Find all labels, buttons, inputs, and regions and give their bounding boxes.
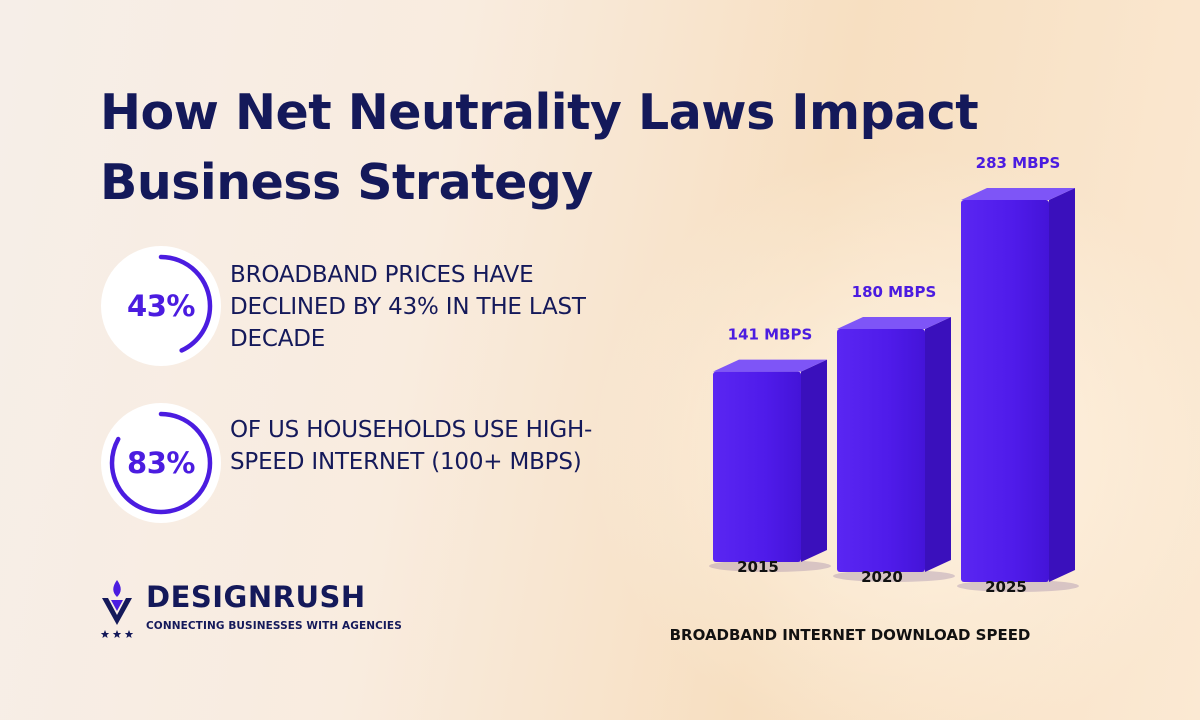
designrush-emblem-icon (100, 580, 134, 638)
bar-shadow (957, 580, 1079, 592)
bar-side (925, 317, 951, 572)
stat-description: OF US HOUSEHOLDS USE HIGH-SPEED INTERNET… (230, 417, 593, 475)
ring-disc (101, 246, 221, 366)
bar (713, 371, 801, 562)
bar-top (961, 188, 1075, 200)
stat-value: 43% (127, 289, 195, 323)
bar-shadow (833, 570, 955, 582)
bar-data-label: 180 MBPS (852, 283, 937, 301)
bar (837, 329, 925, 572)
stat-prices: 43% BROADBAND PRICES HAVE DECLINED BY 43… (100, 245, 620, 367)
bar (961, 200, 1049, 582)
bar-data-label: 283 MBPS (976, 154, 1061, 172)
x-axis-label: BROADBAND INTERNET DOWNLOAD SPEED (670, 626, 1031, 644)
brand-name: DESIGNRUSH (146, 580, 366, 614)
bar-side (1049, 188, 1075, 582)
stat-households: 83% OF US HOUSEHOLDS USE HIGH-SPEED INTE… (100, 402, 620, 524)
category-label: 2025 (985, 578, 1027, 596)
bar-shadow (709, 560, 831, 572)
designrush-logo: DESIGNRUSH CONNECTING BUSINESSES WITH AG… (100, 578, 430, 648)
bar-top (713, 359, 827, 372)
ring-disc (101, 403, 221, 523)
bar-side (801, 359, 827, 562)
progress-ring (101, 403, 221, 523)
brand-tagline: CONNECTING BUSINESSES WITH AGENCIES (146, 620, 402, 632)
page-title: How Net Neutrality Laws Impact Business … (100, 84, 979, 211)
ring-arc (109, 254, 213, 358)
stat-value: 83% (127, 446, 195, 480)
progress-ring (101, 246, 221, 366)
category-label: 2020 (861, 568, 903, 586)
bar-data-label: 141 MBPS (728, 326, 813, 344)
ring-arc (109, 411, 213, 515)
category-label: 2015 (737, 558, 779, 576)
stat-description: BROADBAND PRICES HAVE DECLINED BY 43% IN… (230, 262, 586, 352)
bar-top (837, 317, 951, 330)
